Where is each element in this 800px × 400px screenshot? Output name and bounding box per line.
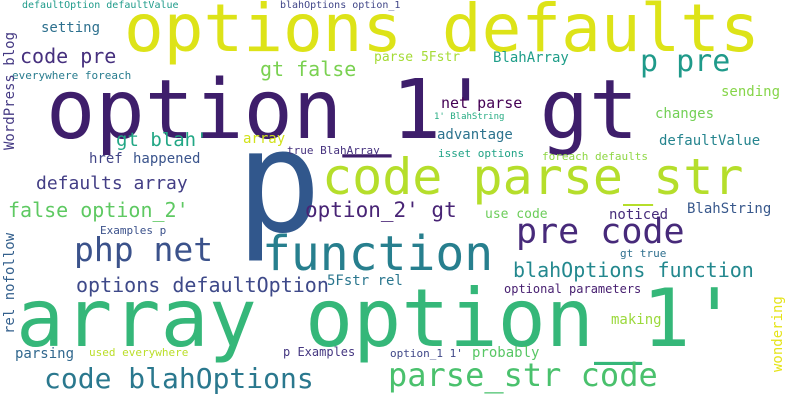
word: optional parameters xyxy=(504,282,642,296)
word: p xyxy=(236,100,322,265)
word: changes xyxy=(655,106,715,122)
word: p pre xyxy=(640,44,731,79)
word: array option_1' xyxy=(16,272,739,365)
word: parse_str code xyxy=(388,356,658,394)
word: BlahArray xyxy=(493,50,569,66)
word: everywhere foreach xyxy=(12,69,132,82)
word: Examples p xyxy=(100,224,167,237)
word: use code xyxy=(485,207,548,222)
word: setting xyxy=(41,20,101,36)
word: defaultValue xyxy=(659,133,761,149)
word: sending xyxy=(721,84,781,100)
word: array xyxy=(243,131,286,147)
word: code parse_str xyxy=(322,148,744,206)
word: parse 5Fstr xyxy=(374,50,461,65)
word: parsing xyxy=(15,346,75,362)
word: WordPress blog xyxy=(2,31,18,150)
word: option_1' gt xyxy=(46,63,639,158)
word: noticed xyxy=(609,207,669,223)
word: 5Fstr rel xyxy=(327,273,403,289)
word: code blahOptions xyxy=(44,362,314,395)
word: href xyxy=(89,151,123,167)
word: option_1 1' xyxy=(390,347,463,360)
word: pre code xyxy=(516,212,685,252)
word: function xyxy=(262,226,494,282)
word: option_2' gt xyxy=(305,198,457,222)
word: blahOptions option_1 xyxy=(280,0,401,11)
word: p Examples xyxy=(283,345,356,359)
word: defaultOption defaultValue xyxy=(22,0,179,11)
word: defaults array xyxy=(36,173,188,194)
word: isset options xyxy=(438,147,525,160)
word: 1' BlahString xyxy=(434,112,505,122)
word: advantage xyxy=(437,127,513,143)
word: net parse xyxy=(441,94,523,112)
word: code pre xyxy=(20,44,117,68)
word: rel nofollow xyxy=(2,232,18,334)
word: gt true xyxy=(620,247,667,260)
word: happened xyxy=(133,151,201,167)
word: used everywhere xyxy=(89,346,189,359)
word: making xyxy=(611,312,662,328)
word: gt blah' xyxy=(116,129,208,151)
word: options defaultOption xyxy=(76,273,329,297)
word: probably xyxy=(472,345,540,361)
word: gt false xyxy=(260,57,357,81)
word: options defaults xyxy=(124,0,760,67)
word: wondering xyxy=(770,296,786,372)
word: BlahString xyxy=(687,201,772,217)
word: true BlahArray xyxy=(287,144,380,157)
word: blahOptions function xyxy=(513,258,754,282)
word: php net xyxy=(74,230,214,269)
word: foreach defaults xyxy=(542,150,648,163)
word: false option_2' xyxy=(8,198,189,222)
